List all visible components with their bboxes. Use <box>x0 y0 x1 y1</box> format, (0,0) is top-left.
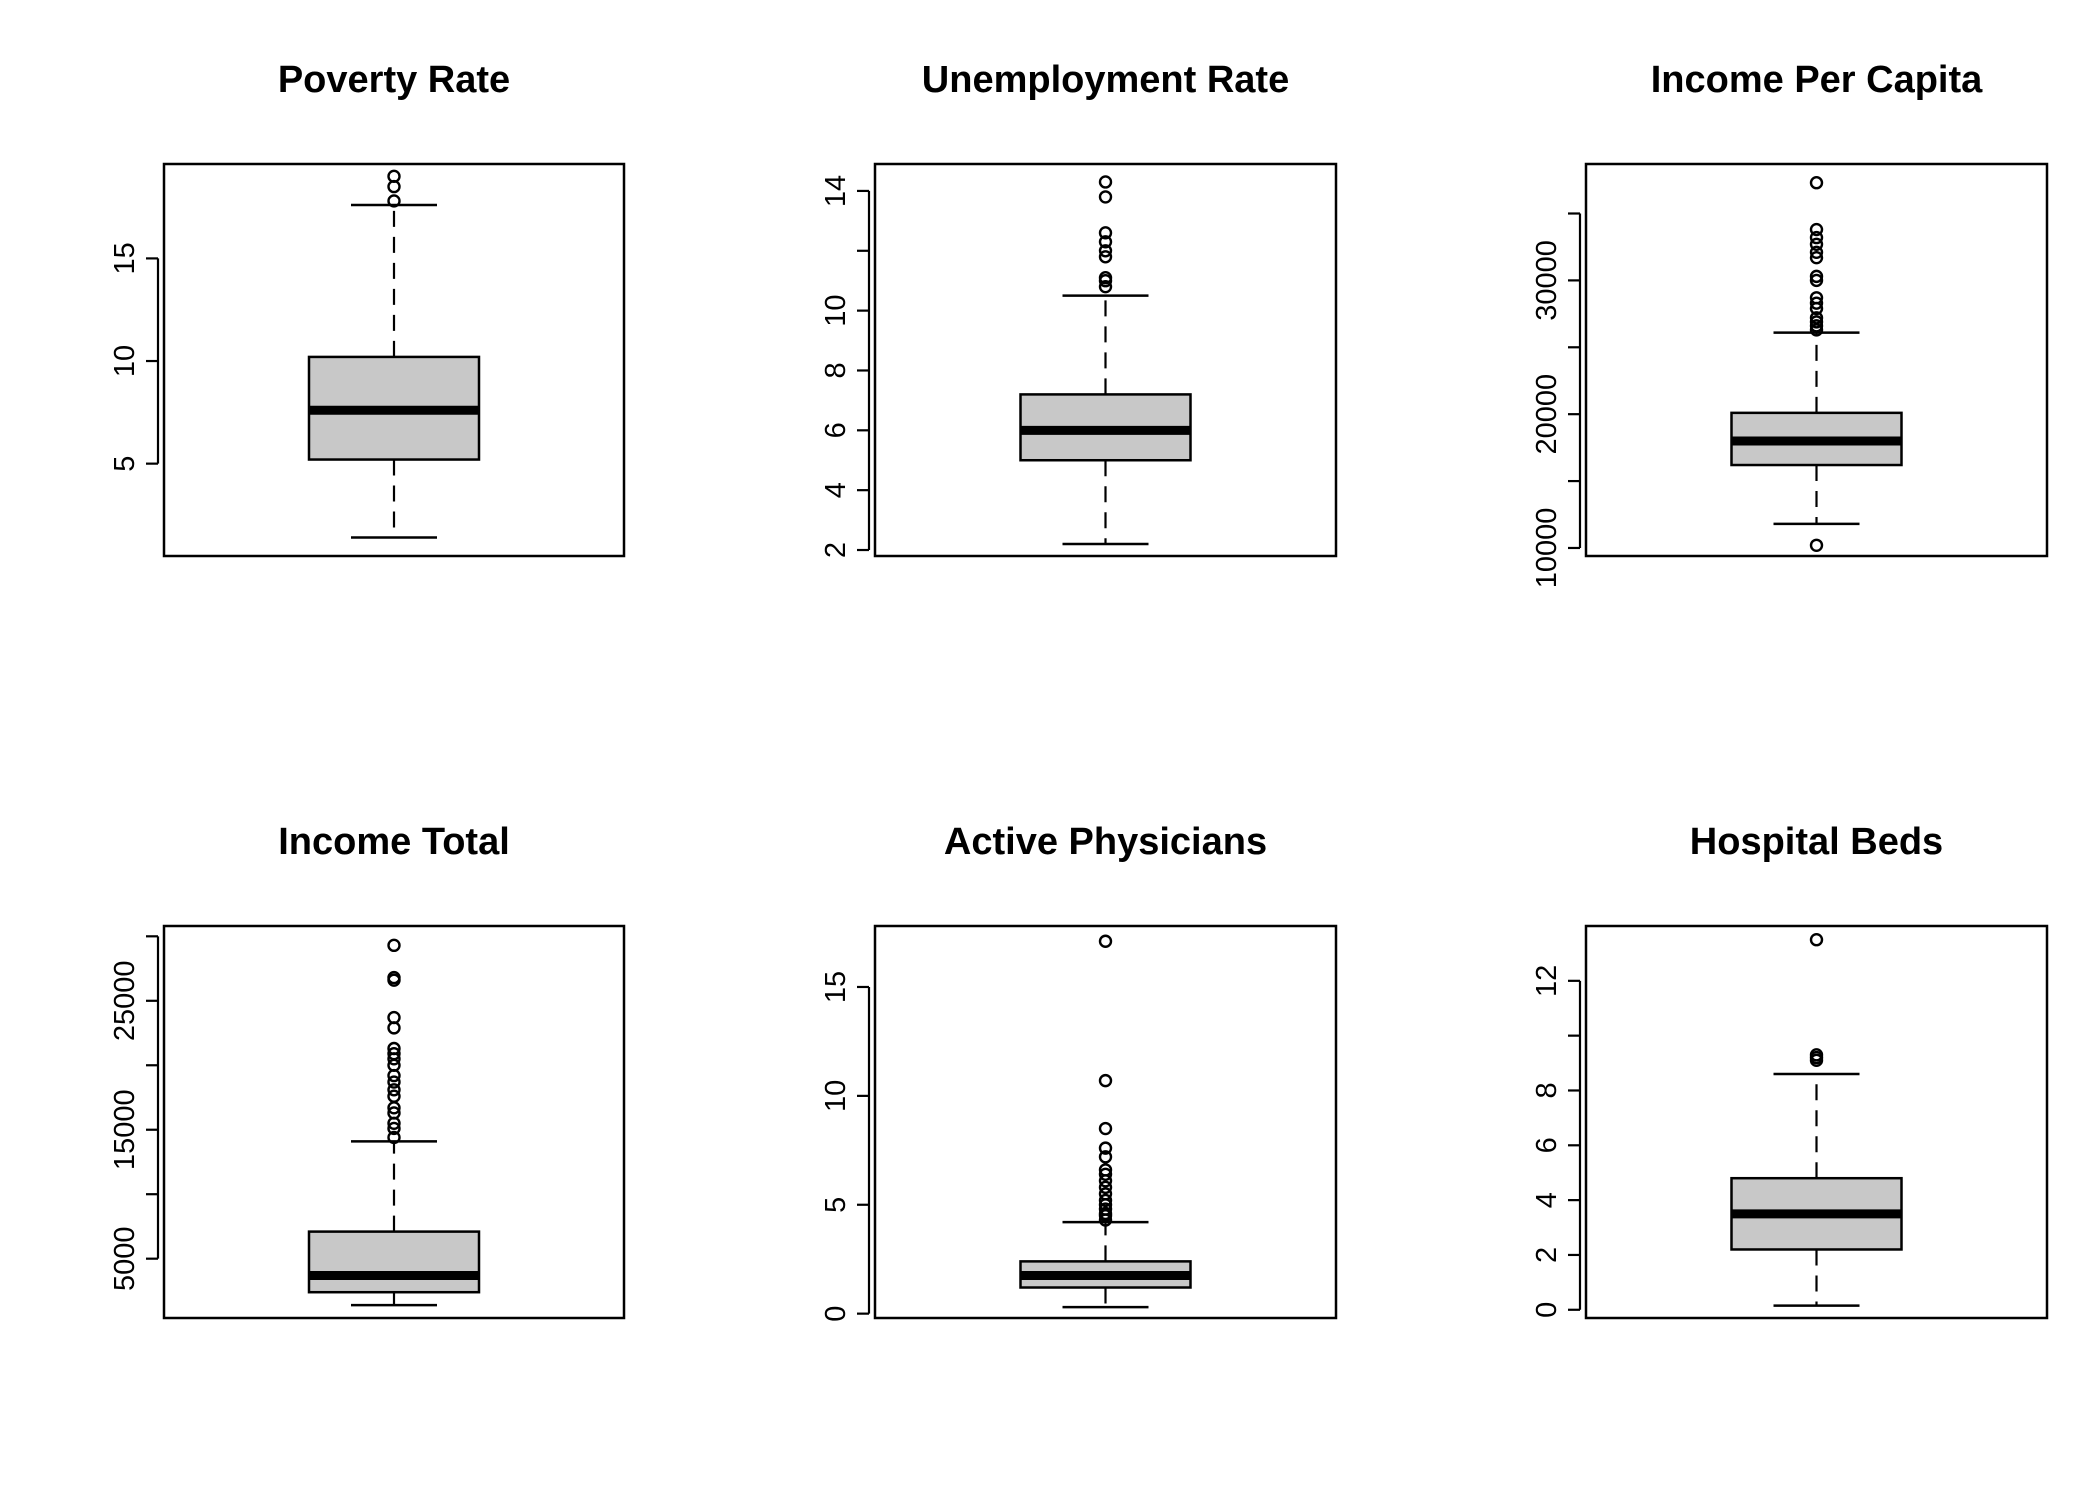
plot-frame <box>162 162 626 558</box>
outlier-point <box>1809 273 1824 288</box>
outlier-point <box>387 1041 401 1056</box>
y-tick-label: 4 <box>1531 1192 1563 1208</box>
outlier-point <box>1098 271 1113 285</box>
outlier-point <box>1098 1187 1113 1201</box>
y-tick-label: 5 <box>820 1197 852 1213</box>
outlier-point <box>387 1083 401 1097</box>
y-tick-label: 15000 <box>109 1089 141 1170</box>
outlier-point <box>1098 190 1113 204</box>
outlier-point <box>1809 237 1824 251</box>
outlier-point <box>387 1075 401 1089</box>
y-tick-label: 12 <box>1531 965 1563 997</box>
outlier-point <box>1809 291 1824 305</box>
y-tick-label: 6 <box>820 422 852 438</box>
outlier-point <box>1098 1180 1113 1195</box>
y-tick-label: 5 <box>109 456 141 472</box>
plot-frame <box>873 162 1338 558</box>
panel-income-total: Income Total 5000 15000 25000 <box>109 821 626 1320</box>
panel-title: Poverty Rate <box>278 59 510 101</box>
outlier-point <box>387 1046 401 1061</box>
outlier-point <box>1098 250 1113 264</box>
y-tick-label: 0 <box>1531 1302 1563 1318</box>
outlier-point <box>1098 1167 1113 1181</box>
iqr-box <box>307 1230 481 1294</box>
y-tick-label: 8 <box>1531 1082 1563 1098</box>
outlier-point <box>387 169 401 184</box>
y-tick-label: 6 <box>1531 1137 1563 1153</box>
outlier-point <box>1809 1048 1824 1062</box>
outlier-point <box>1098 279 1113 294</box>
outlier-point <box>387 1089 401 1103</box>
panel-unemployment-rate: Unemployment Rate 2 4 6 8 10 14 <box>820 59 1338 558</box>
outlier-point <box>1809 176 1824 190</box>
y-tick-label: 30000 <box>1531 240 1563 321</box>
outlier-point <box>1809 538 1824 552</box>
outlier-point <box>1098 1163 1113 1177</box>
outlier-point <box>387 970 401 985</box>
y-tick-label: 15 <box>109 242 141 274</box>
y-tick-label: 10 <box>109 345 141 377</box>
outlier-point <box>1098 244 1113 258</box>
y-tick-label: 10000 <box>1531 508 1563 589</box>
outlier-point <box>1809 311 1824 325</box>
outlier-point <box>1098 226 1113 240</box>
plot-frame <box>873 924 1338 1320</box>
panel-title: Hospital Beds <box>1690 821 1943 863</box>
outlier-point <box>387 1130 401 1145</box>
outlier-point <box>1098 235 1113 249</box>
outlier-point <box>387 1010 401 1025</box>
y-tick-label: 0 <box>820 1306 852 1322</box>
y-tick-label: 2 <box>820 542 852 558</box>
outlier-point <box>387 194 401 208</box>
y-tick-label: 10 <box>820 1080 852 1112</box>
outlier-point <box>1809 250 1824 265</box>
outlier-point <box>387 938 401 953</box>
y-tick-label: 25000 <box>109 960 141 1041</box>
y-tick-label: 8 <box>820 362 852 378</box>
y-tick-label: 15 <box>820 971 852 1003</box>
outlier-point <box>1098 1073 1113 1088</box>
y-tick-label: 5000 <box>109 1226 141 1291</box>
y-tick-label: 4 <box>820 482 852 498</box>
panel-title: Income Per Capita <box>1651 59 1983 101</box>
plot-frame <box>1584 924 2049 1320</box>
outlier-point <box>1809 269 1824 284</box>
outlier-point <box>1809 319 1824 333</box>
panel-income-per-capita: Income Per Capita 10000 20000 30000 <box>1531 59 2049 589</box>
outlier-point <box>1098 1121 1113 1136</box>
panel-poverty-rate: Poverty Rate 5 10 15 <box>109 59 626 558</box>
plot-frame <box>1584 162 2049 558</box>
panel-title: Income Total <box>278 821 510 863</box>
y-tick-label: 14 <box>820 175 852 207</box>
outlier-point <box>1098 1141 1113 1155</box>
outlier-point <box>1098 1206 1113 1221</box>
outlier-point <box>1809 222 1824 237</box>
panel-active-physicians: Active Physicians 0 5 10 15 <box>820 821 1338 1322</box>
outlier-point <box>1809 245 1824 260</box>
y-tick-label: 10 <box>820 294 852 326</box>
outlier-point <box>387 1106 401 1120</box>
y-tick-label: 20000 <box>1531 374 1563 455</box>
y-tick-label: 2 <box>1531 1247 1563 1263</box>
outlier-point <box>1809 315 1824 329</box>
panel-hospital-beds: Hospital Beds 0 2 4 6 8 12 <box>1531 821 2049 1320</box>
outlier-point <box>1098 1150 1113 1164</box>
plot-frame <box>162 924 626 1320</box>
outlier-point <box>1809 933 1824 947</box>
outlier-point <box>1809 296 1824 310</box>
outlier-point <box>1809 230 1824 245</box>
outlier-point <box>1098 1193 1113 1208</box>
outlier-point <box>1098 175 1113 189</box>
outlier-point <box>1098 934 1113 948</box>
outlier-point <box>387 1121 401 1136</box>
outlier-point <box>1098 1202 1113 1216</box>
panel-title: Unemployment Rate <box>922 59 1289 101</box>
panel-title: Active Physicians <box>944 821 1267 863</box>
